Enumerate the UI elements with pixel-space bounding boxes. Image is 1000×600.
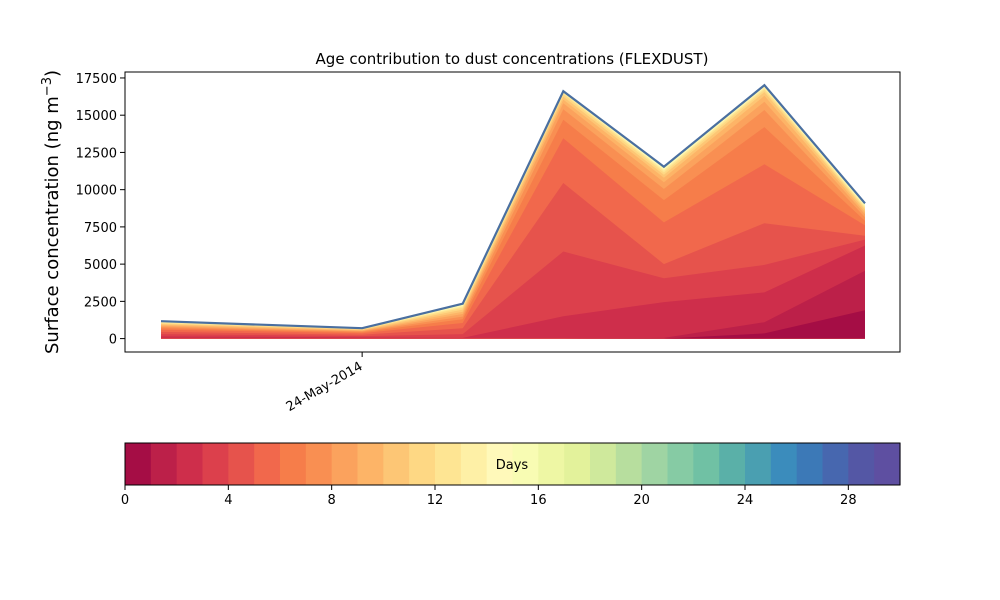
colorbar-cell-day-1: [150, 443, 178, 485]
y-tick-label: 5000: [84, 258, 117, 273]
colorbar-tick-label: 24: [737, 493, 754, 508]
colorbar-cell-day-6: [280, 443, 307, 485]
total-line: [160, 83, 866, 330]
y-tick-label: 7500: [84, 221, 117, 236]
colorbar-tick-label: 0: [121, 493, 129, 508]
colorbar-cell-day-29: [874, 443, 901, 485]
colorbar-tick-label: 16: [530, 493, 547, 508]
colorbar-cell-day-13: [460, 443, 488, 485]
colorbar-cell-day-3: [202, 443, 229, 485]
colorbar-tick-label: 8: [328, 493, 336, 508]
colorbar-cell-day-18: [590, 443, 617, 485]
colorbar-cell-day-24: [745, 443, 772, 485]
colorbar-cell-day-11: [409, 443, 436, 485]
colorbar-cell-day-2: [176, 443, 204, 485]
colorbar-ticks: 0 4 8 12 16 20 24 28: [121, 485, 857, 508]
colorbar-cell-day-25: [770, 443, 798, 485]
colorbar-cell-day-10: [383, 443, 410, 485]
colorbar-cell-day-14: [486, 443, 514, 485]
colorbar-cell-day-20: [641, 443, 669, 485]
age-layer-day-0: [161, 310, 865, 339]
y-axis-label: Surface concentration (ng m−3): [40, 70, 63, 354]
y-tick-label: 2500: [84, 295, 117, 310]
colorbar-cell-day-12: [435, 443, 462, 485]
colorbar-cell-day-16: [538, 443, 565, 485]
plot-area: [124, 71, 901, 353]
colorbar: Days 0 4 8 12 16 20 24 28: [121, 442, 901, 508]
y-tick-label: 17500: [76, 72, 117, 87]
colorbar-frame: [124, 442, 901, 486]
colorbar-tick-label: 28: [840, 493, 857, 508]
colorbar-tick-label: 20: [633, 493, 650, 508]
colorbar-cell-day-0: [125, 443, 152, 485]
colorbar-tick-label: 12: [427, 493, 444, 508]
colorbar-cell-day-22: [693, 443, 720, 485]
x-tick-label: 24-May-2014: [284, 359, 366, 415]
colorbar-cell-day-15: [512, 443, 539, 485]
y-axis-label-close: ): [42, 70, 63, 77]
y-axis-label-main: Surface concentration (ng m: [42, 96, 63, 354]
y-tick-label: 0: [109, 333, 117, 348]
colorbar-cell-day-23: [719, 443, 746, 485]
y-tick-label: 10000: [76, 184, 117, 199]
colorbar-cells: [125, 443, 901, 485]
y-axis: 0 2500 5000 7500 10000 12500 15000 17500: [76, 72, 125, 348]
colorbar-tick-label: 4: [224, 493, 232, 508]
y-tick-label: 12500: [76, 146, 117, 161]
colorbar-cell-day-9: [357, 443, 384, 485]
colorbar-cell-day-17: [564, 443, 591, 485]
x-axis: 24-May-2014: [284, 352, 366, 415]
chart-title: Age contribution to dust concentrations …: [316, 50, 709, 68]
colorbar-cell-day-8: [331, 443, 359, 485]
colorbar-cell-day-21: [667, 443, 694, 485]
y-tick-label: 15000: [76, 109, 117, 124]
area-layers: [161, 85, 865, 339]
colorbar-cell-day-26: [796, 443, 824, 485]
colorbar-cell-day-28: [848, 443, 875, 485]
colorbar-cell-day-4: [228, 443, 255, 485]
plot-frame: [124, 71, 901, 353]
age-layer-day-2: [161, 245, 865, 339]
colorbar-label: Days: [496, 458, 529, 473]
y-axis-label-exponent: −3: [40, 77, 55, 96]
colorbar-cell-day-5: [254, 443, 281, 485]
colorbar-cell-day-27: [822, 443, 849, 485]
colorbar-cell-day-7: [305, 443, 333, 485]
colorbar-cell-day-19: [615, 443, 643, 485]
